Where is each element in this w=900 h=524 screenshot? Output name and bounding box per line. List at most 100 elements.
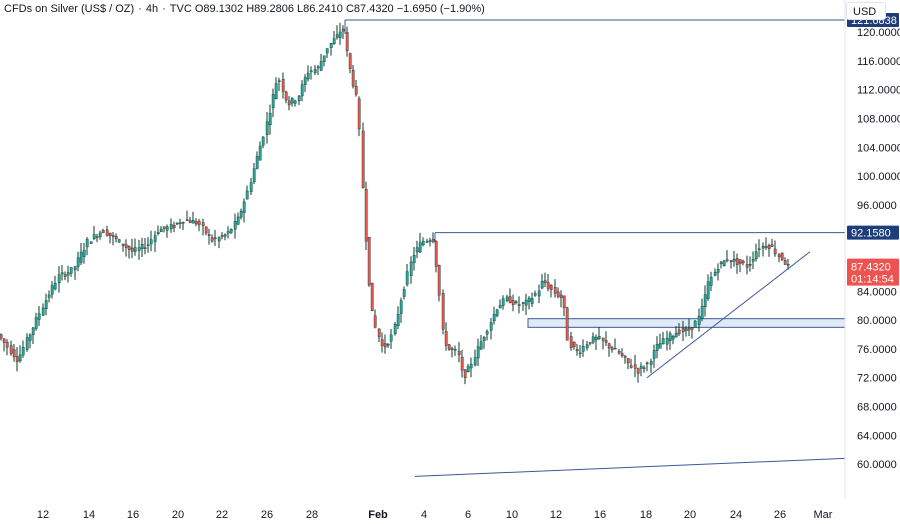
- candle-up: [428, 240, 432, 242]
- candle-down: [108, 232, 112, 236]
- x-tick-label: 20: [684, 509, 696, 521]
- candle-up: [271, 94, 275, 109]
- y-tick-label: 84.0000: [857, 286, 897, 298]
- candle-up: [412, 255, 416, 264]
- last-price-text: 87.4320: [851, 262, 891, 274]
- price-axis: 120.0000 116.0000 112.0000 108.0000 104.0000…: [844, 0, 900, 498]
- candle-down: [2, 338, 6, 343]
- x-tick-label: 16: [594, 509, 606, 521]
- candle-up: [159, 228, 163, 233]
- candle-down: [284, 91, 288, 101]
- candle-up: [402, 289, 406, 297]
- candle-down: [629, 365, 633, 368]
- candle-up: [98, 232, 102, 238]
- candle-up: [645, 362, 649, 365]
- candle-up: [421, 240, 425, 246]
- candle-up: [533, 293, 537, 296]
- candle-down: [777, 254, 781, 258]
- candle-up: [41, 307, 45, 316]
- candle-down: [364, 188, 368, 242]
- x-tick-label: 14: [83, 509, 95, 521]
- currency-button[interactable]: USD: [846, 2, 886, 20]
- candle-up: [399, 300, 403, 314]
- change-value: −1.6950 (−1.90%): [396, 3, 485, 15]
- candle-up: [482, 337, 486, 341]
- candle-up: [338, 31, 342, 38]
- candle-up: [591, 336, 595, 343]
- candle-up: [665, 338, 669, 345]
- close-value: C87.4320: [345, 3, 394, 15]
- candle-down: [725, 259, 729, 262]
- symbol-title: CFDs on Silver (US$ / OZ): [4, 3, 135, 15]
- candle-up: [233, 220, 237, 230]
- candle-up: [684, 328, 688, 331]
- candle-up: [322, 55, 326, 63]
- candle-up: [217, 237, 221, 242]
- candle-down: [95, 236, 99, 238]
- candle-up: [527, 297, 531, 303]
- candle-down: [101, 230, 105, 234]
- candle-up: [642, 367, 646, 369]
- candle-up: [754, 251, 758, 260]
- candle-up: [594, 337, 598, 341]
- candle-down: [556, 291, 560, 297]
- y-tick-label: 68.0000: [857, 402, 897, 414]
- x-tick-label: 26: [261, 509, 273, 521]
- candle-down: [735, 258, 739, 265]
- candle-up: [175, 222, 179, 225]
- candle-up: [76, 257, 80, 267]
- candle-up: [713, 271, 717, 276]
- candle-down: [617, 351, 621, 354]
- rising-trendline: [646, 251, 811, 379]
- candle-up: [316, 66, 320, 69]
- candle-down: [575, 349, 579, 352]
- candle-up: [530, 298, 534, 304]
- candle-down: [351, 70, 355, 87]
- candle-down: [124, 244, 128, 248]
- candle-down: [0, 334, 3, 339]
- candle-down: [444, 331, 448, 346]
- candle-down: [143, 247, 147, 249]
- candle-up: [425, 240, 429, 243]
- candle-up: [252, 168, 256, 183]
- x-tick-label: Feb: [368, 509, 388, 521]
- candle-up: [293, 100, 297, 104]
- candle-up: [748, 264, 752, 266]
- candle-down: [383, 343, 387, 348]
- candle-down: [559, 294, 563, 299]
- candle-down: [681, 327, 685, 332]
- candle-down: [348, 53, 352, 69]
- y-tick-label: 108.0000: [857, 114, 900, 126]
- candle-up: [82, 249, 86, 257]
- candle-up: [169, 224, 173, 230]
- candle-up: [290, 97, 294, 104]
- candle-down: [633, 364, 637, 369]
- candle-down: [431, 239, 435, 242]
- candle-up: [537, 290, 541, 297]
- candle-down: [9, 345, 13, 354]
- candle-down: [197, 221, 201, 226]
- candle-down: [549, 284, 553, 290]
- candle-up: [581, 345, 585, 352]
- lower-trendline: [414, 457, 846, 477]
- candle-down: [610, 347, 614, 350]
- candle-down: [786, 264, 790, 266]
- candle-up: [69, 267, 73, 274]
- candle-up: [578, 352, 582, 355]
- candle-up: [329, 42, 333, 48]
- candle-up: [258, 145, 262, 161]
- candle-up: [473, 357, 477, 366]
- x-tick-label: 24: [730, 509, 742, 521]
- candle-down: [63, 274, 67, 277]
- candle-up: [309, 70, 313, 73]
- candle-down: [181, 221, 185, 224]
- candle-up: [655, 344, 659, 351]
- candle-down: [105, 229, 109, 236]
- candle-up: [613, 347, 617, 350]
- candle-up: [761, 245, 765, 249]
- candle-down: [434, 241, 438, 267]
- y-tick-label: 60.0000: [857, 459, 897, 471]
- candle-up: [732, 258, 736, 262]
- x-tick-label: 26: [774, 509, 786, 521]
